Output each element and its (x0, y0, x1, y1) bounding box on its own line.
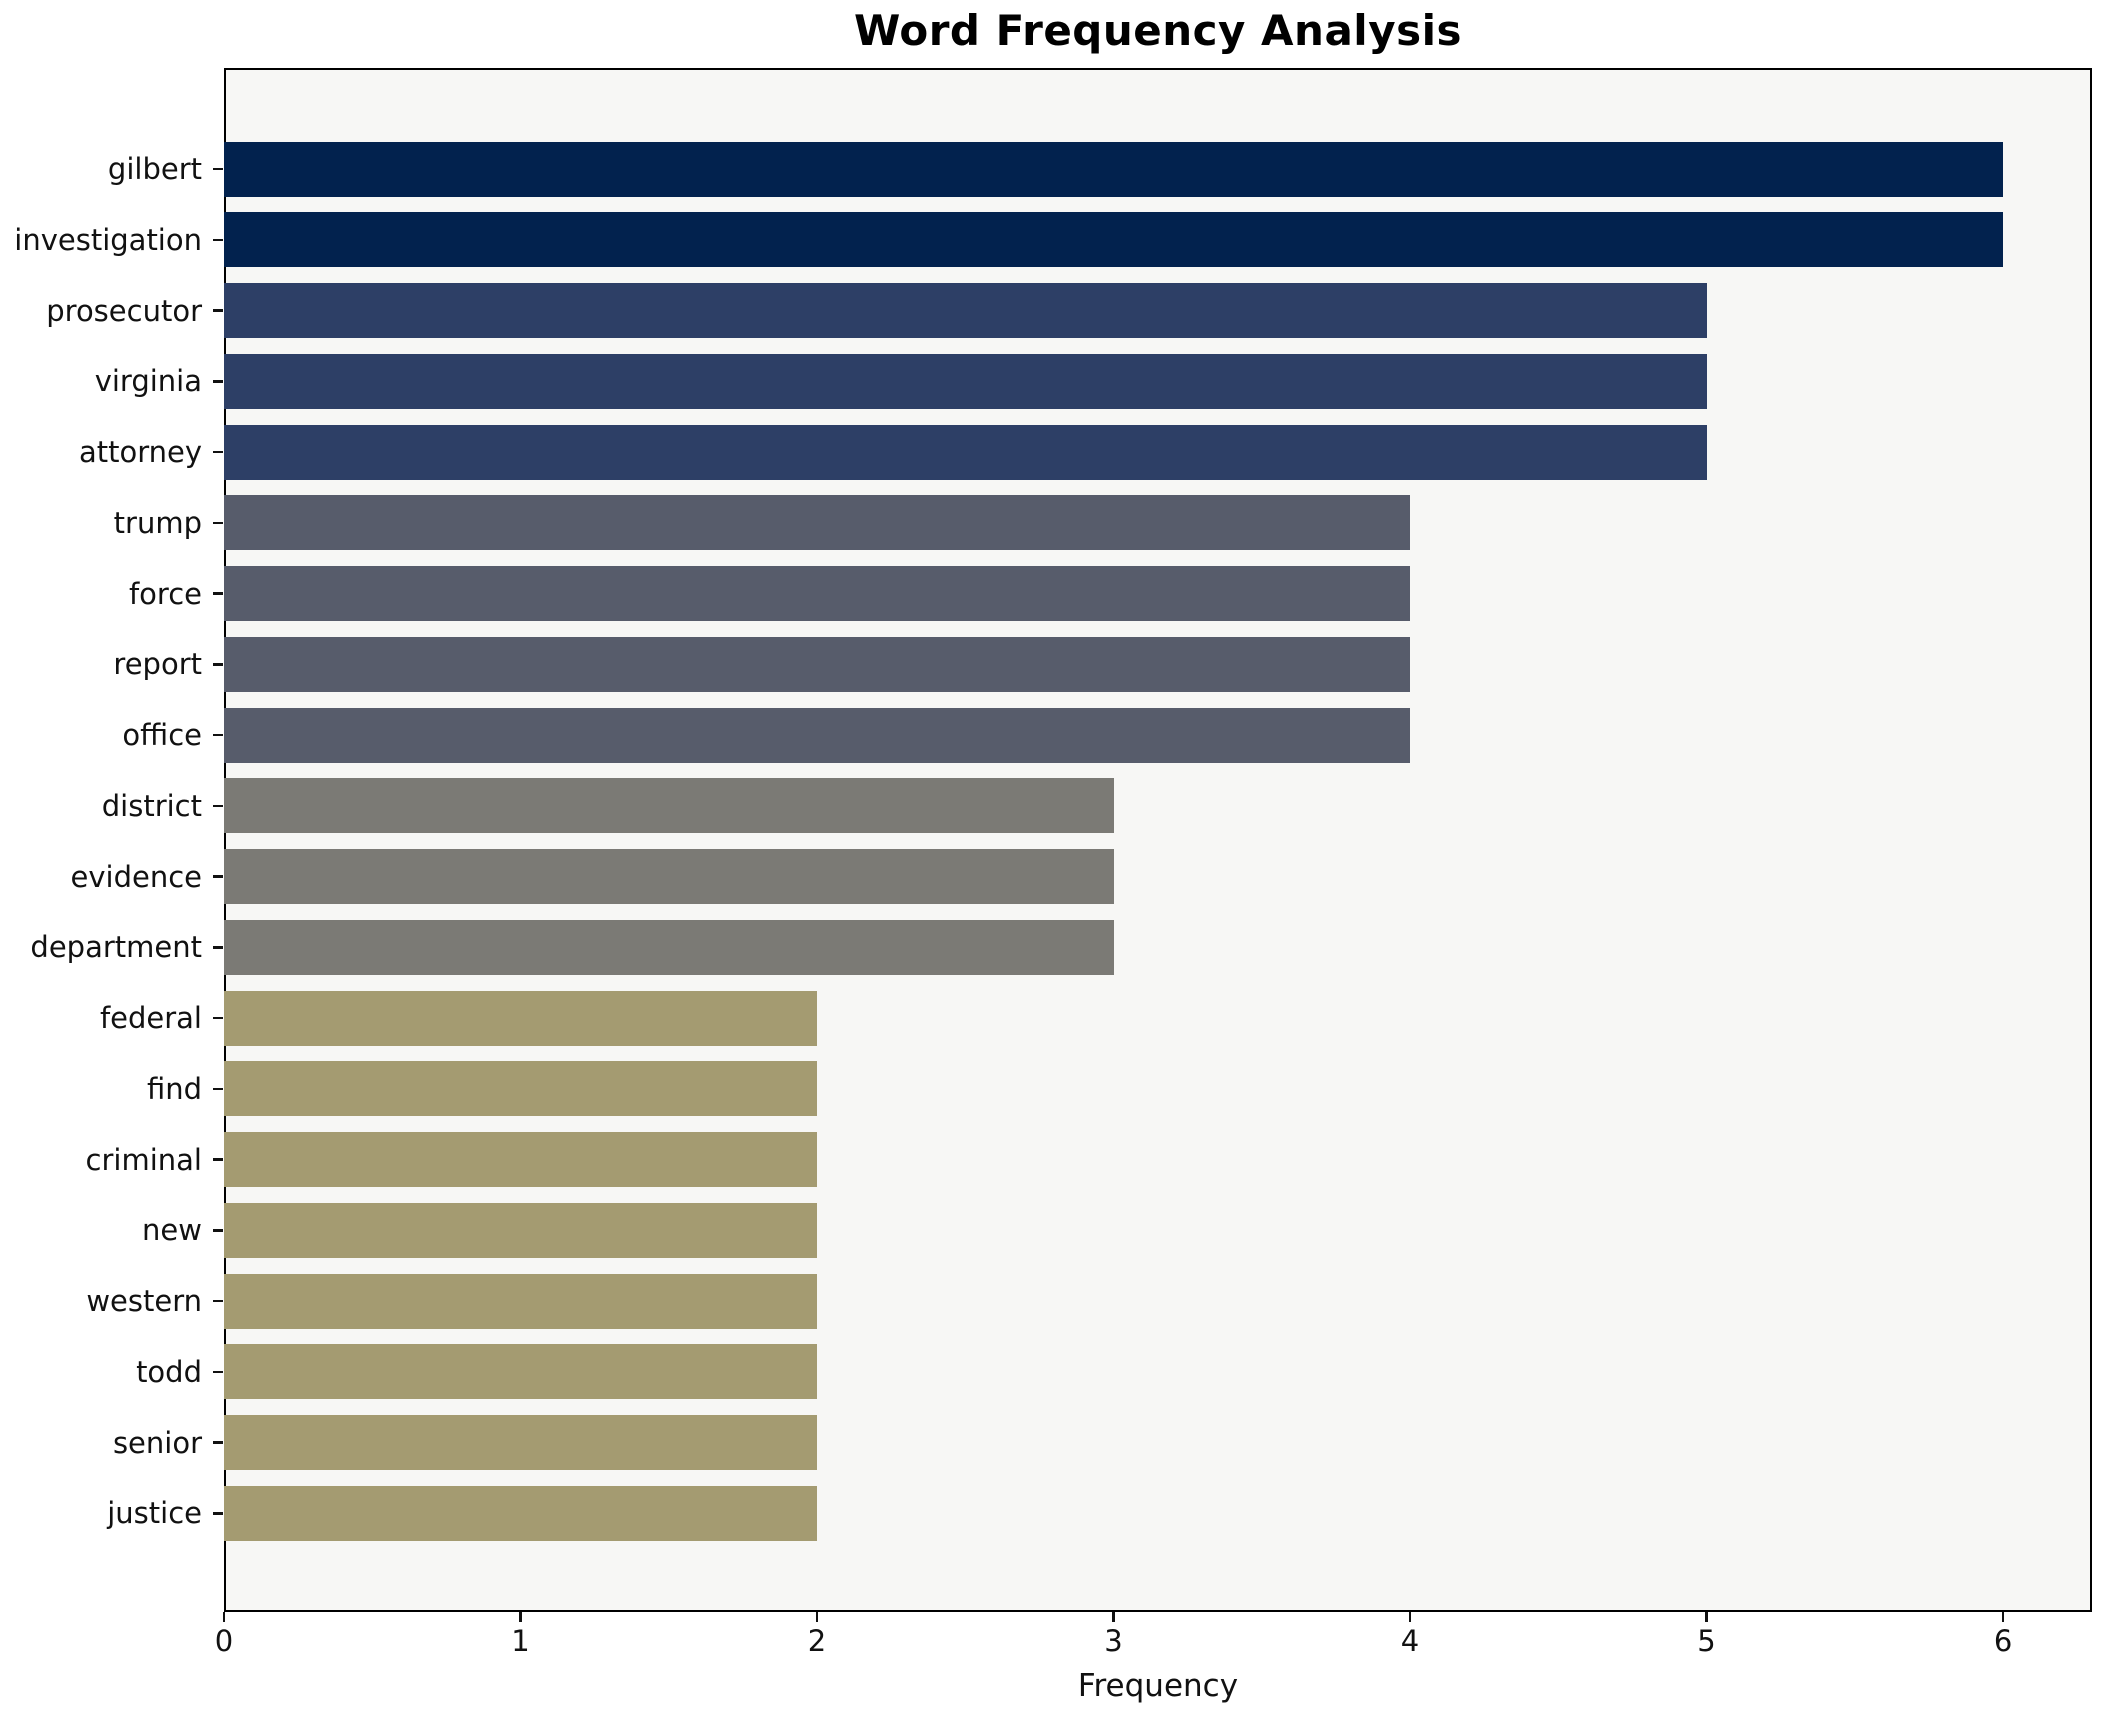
y-tick-mark (213, 733, 223, 737)
y-tick-mark (213, 309, 223, 312)
x-tick-label-0: 0 (214, 1624, 234, 1658)
y-tick-mark (213, 1158, 223, 1161)
y-tick-label-report: report (113, 647, 202, 682)
y-tick-label-justice: justice (107, 1496, 202, 1531)
y-tick-mark (213, 238, 223, 241)
y-tick-label-evidence: evidence (70, 859, 202, 894)
bar-virginia (224, 353, 1707, 409)
bar-federal (224, 990, 818, 1046)
y-tick-label-gilbert: gilbert (107, 152, 202, 186)
y-tick-mark (213, 1512, 223, 1515)
x-tick-label-3: 3 (1104, 1624, 1123, 1658)
x-tick-label-4: 4 (1400, 1624, 1420, 1658)
x-axis-label: Frequency (1077, 1668, 1239, 1704)
y-tick-mark (213, 1229, 223, 1232)
x-tick-mark (2001, 1612, 2005, 1622)
x-tick-label-1: 1 (511, 1624, 530, 1658)
y-tick-label-todd: todd (136, 1354, 202, 1389)
y-tick-mark (213, 804, 223, 808)
y-tick-mark (213, 592, 223, 595)
y-tick-mark (213, 167, 223, 171)
bar-district (224, 778, 1114, 834)
y-tick-label-find: find (146, 1071, 202, 1106)
y-tick-mark (213, 1441, 223, 1444)
bar-report (224, 636, 1411, 692)
bars-layer (224, 68, 2092, 1612)
y-tick-mark (213, 1370, 223, 1374)
bar-new (224, 1202, 818, 1258)
bar-investigation (224, 212, 2004, 268)
y-tick-label-prosecutor: prosecutor (46, 293, 202, 328)
y-tick-label-office: office (122, 718, 202, 753)
x-tick-label-5: 5 (1697, 1624, 1716, 1658)
chart-title: Word Frequency Analysis (854, 6, 1462, 55)
y-tick-mark (213, 1299, 223, 1303)
y-tick-label-department: department (30, 930, 202, 965)
y-tick-label-investigation: investigation (14, 222, 202, 257)
y-tick-label-force: force (128, 576, 202, 611)
y-tick-mark (213, 380, 223, 383)
y-tick-label-criminal: criminal (85, 1142, 202, 1177)
y-tick-label-western: western (86, 1284, 202, 1319)
y-tick-mark (213, 946, 223, 949)
bar-prosecutor (224, 283, 1707, 339)
y-tick-mark (213, 1087, 223, 1091)
bar-office (224, 707, 1411, 763)
y-tick-mark (213, 450, 223, 454)
y-tick-mark (213, 521, 223, 525)
y-tick-label-attorney: attorney (78, 435, 202, 470)
bar-western (224, 1273, 818, 1329)
y-tick-label-trump: trump (113, 505, 202, 540)
y-tick-label-senior: senior (112, 1425, 202, 1460)
bar-evidence (224, 849, 1114, 905)
y-tick-label-virginia: virginia (94, 364, 202, 399)
x-tick-mark (222, 1612, 226, 1622)
y-tick-label-district: district (101, 788, 202, 823)
bar-find (224, 1061, 818, 1117)
y-tick-mark (213, 875, 223, 878)
x-tick-mark (1112, 1612, 1115, 1622)
x-tick-mark (1705, 1612, 1708, 1622)
x-tick-mark (815, 1612, 819, 1622)
bar-department (224, 919, 1114, 975)
bar-justice (224, 1485, 818, 1541)
x-tick-mark (1408, 1612, 1412, 1622)
y-tick-label-new: new (142, 1213, 202, 1248)
y-tick-mark (213, 1016, 223, 1020)
bar-force (224, 566, 1411, 622)
bar-todd (224, 1344, 818, 1400)
y-tick-mark (213, 663, 223, 666)
bar-gilbert (224, 141, 2004, 197)
bar-criminal (224, 1132, 818, 1188)
x-tick-mark (519, 1612, 522, 1622)
x-tick-label-2: 2 (807, 1624, 827, 1658)
bar-trump (224, 495, 1411, 551)
y-tick-label-federal: federal (99, 1001, 202, 1036)
bar-attorney (224, 424, 1707, 480)
x-tick-label-6: 6 (1993, 1624, 2013, 1658)
bar-senior (224, 1415, 818, 1471)
